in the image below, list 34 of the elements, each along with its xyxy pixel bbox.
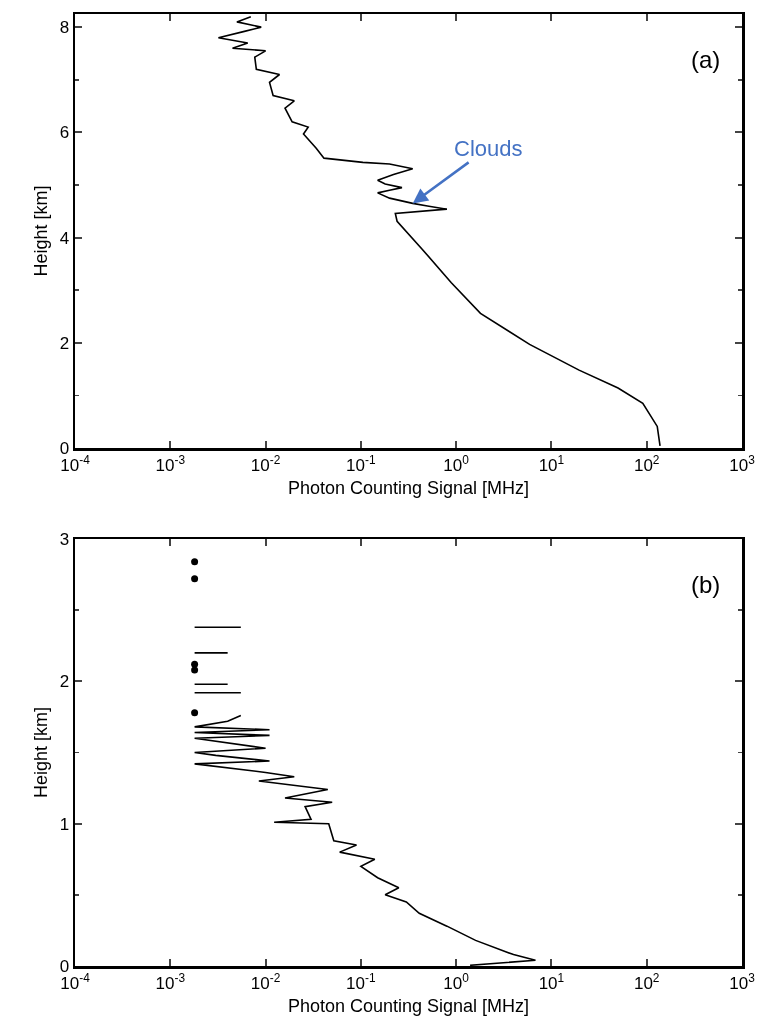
x-tick-label: 10$^{1}$ xyxy=(538,452,565,475)
y-tick-label: 1 xyxy=(59,814,70,834)
x-axis-title: Photon Counting Signal [MHz] xyxy=(287,996,530,1017)
y-tick-label: 2 xyxy=(59,333,70,353)
x-tick-label: 10$^{2}$ xyxy=(633,970,660,993)
x-tick-label: 10$^{3}$ xyxy=(729,970,756,993)
x-tick-label: 10$^{-1}$ xyxy=(346,970,376,993)
y-tick-label: 0 xyxy=(59,956,70,976)
annotation: (a) xyxy=(691,46,721,73)
y-tick-label: 4 xyxy=(59,228,70,248)
point xyxy=(191,709,199,717)
y-tick-label: 8 xyxy=(59,18,70,38)
y-tick-label: 3 xyxy=(59,529,70,549)
x-tick-label: 10$^{-1}$ xyxy=(346,452,376,475)
annotation: Clouds xyxy=(454,136,523,161)
x-tick-label: 10$^{-2}$ xyxy=(250,970,281,993)
x-axis-title: Photon Counting Signal [MHz] xyxy=(287,478,530,499)
y-tick-label: 2 xyxy=(59,672,70,692)
x-tick-label: 10$^{-3}$ xyxy=(155,452,186,475)
y-tick-label: 0 xyxy=(59,438,70,458)
x-tick-label: 10$^{-3}$ xyxy=(155,970,186,993)
x-tick-label: 10$^{2}$ xyxy=(633,452,660,475)
point xyxy=(191,558,199,566)
x-tick-label: 10$^{3}$ xyxy=(729,452,756,475)
y-axis-title: Height [km] xyxy=(30,185,51,277)
annotation: (b) xyxy=(691,571,721,598)
x-tick-label: 10$^{-2}$ xyxy=(250,452,281,475)
x-tick-label: 10$^{1}$ xyxy=(538,970,565,993)
y-axis-title: Height [km] xyxy=(30,706,51,799)
point xyxy=(191,575,199,583)
y-tick-label: 6 xyxy=(59,123,70,143)
x-tick-label: 10$^{0}$ xyxy=(443,452,470,475)
point xyxy=(191,660,199,668)
x-tick-label: 10$^{0}$ xyxy=(443,970,470,993)
